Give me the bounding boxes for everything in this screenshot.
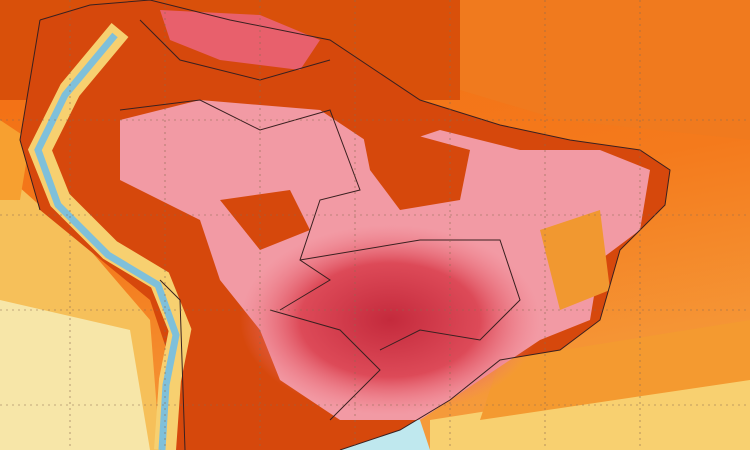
ocean-atlantic (460, 0, 750, 140)
hot-core (240, 225, 540, 415)
warm-patch (540, 210, 610, 310)
south-atlantic-orange (480, 320, 750, 420)
andes-cold (34, 32, 180, 450)
hot-north (160, 10, 320, 70)
borders (19, 0, 671, 450)
cooler-patch (220, 190, 310, 250)
pacific-pale (0, 300, 150, 450)
cooler-patch (360, 120, 470, 210)
